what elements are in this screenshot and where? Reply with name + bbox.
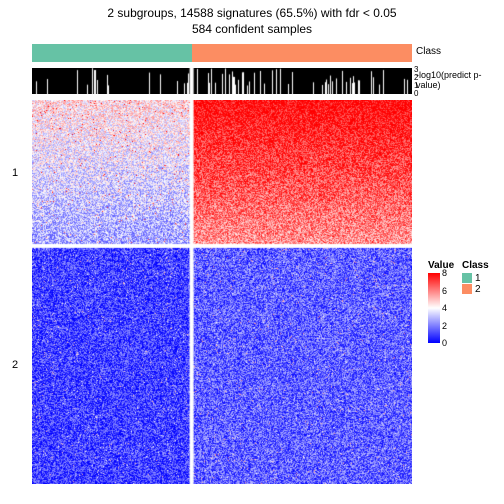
class-swatch (462, 273, 472, 283)
class-segment (192, 44, 412, 62)
pvalue-annotation-bar (32, 68, 412, 94)
class-swatch (462, 284, 472, 294)
value-gradient: 86420 (428, 273, 440, 343)
row-group-label-1: 1 (12, 167, 18, 179)
class-legend-item: 2 (462, 284, 489, 295)
class-label: Class (416, 46, 441, 57)
class-swatch-label: 1 (475, 273, 481, 284)
class-legend: Class 12 (462, 260, 489, 295)
class-annotation-bar (32, 44, 412, 62)
class-segment (32, 44, 192, 62)
pvalue-tick: 0 (414, 90, 418, 98)
class-swatch-label: 2 (475, 284, 481, 295)
value-legend: Value 86420 (428, 260, 454, 343)
title-line2: 584 confident samples (0, 22, 504, 38)
pvalue-tick: 1 (414, 82, 418, 90)
pvalue-label: -log10(predict p-value) (416, 70, 496, 90)
value-legend-tick: 0 (442, 338, 447, 348)
value-legend-tick: 6 (442, 286, 447, 296)
row-group-label-2: 2 (12, 359, 18, 371)
class-legend-items: 12 (462, 273, 489, 295)
heatmap-body (32, 100, 412, 484)
value-legend-tick: 2 (442, 321, 447, 331)
plot-title: 2 subgroups, 14588 signatures (65.5%) wi… (0, 0, 504, 37)
pvalue-tick: 2 (414, 74, 418, 82)
title-line1: 2 subgroups, 14588 signatures (65.5%) wi… (0, 6, 504, 22)
value-legend-tick: 4 (442, 303, 447, 313)
pvalue-tick: 3 (414, 66, 418, 74)
plot-area: 1 2 (32, 44, 412, 484)
class-legend-item: 1 (462, 273, 489, 284)
value-legend-tick: 8 (442, 268, 447, 278)
class-legend-title: Class (462, 260, 489, 271)
